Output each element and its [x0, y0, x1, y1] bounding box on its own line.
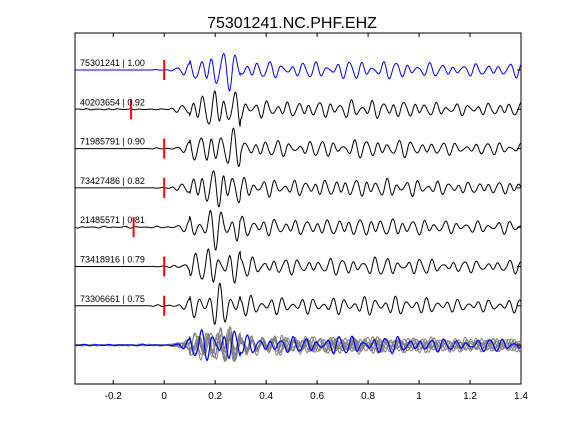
x-tick-label: 0.2	[208, 391, 222, 402]
x-tick-label: 0	[161, 391, 167, 402]
x-tick-label: 1	[416, 391, 422, 402]
trace-waveform	[74, 210, 522, 252]
trace-waveform	[151, 52, 522, 92]
x-tick-label: -0.2	[105, 391, 123, 402]
x-tick-label: 0.4	[259, 391, 273, 402]
trace-label: 73418916 | 0.79	[80, 255, 145, 265]
trace-label: 73427486 | 0.82	[80, 176, 145, 186]
trace-waveform	[151, 282, 522, 326]
x-axis: -0.2 0 0.2 0.4 0.6 0.8 1 1.2 1.4	[105, 33, 528, 402]
trace-label: 73306661 | 0.75	[80, 294, 145, 304]
x-tick-label: 0.6	[310, 391, 324, 402]
trace-label: 40203654 | 0.92	[80, 97, 145, 107]
trace-waveform	[74, 90, 522, 127]
x-tick-label: 1.4	[514, 391, 528, 402]
trace-label: 75301241 | 1.00	[80, 58, 145, 68]
x-tick-label: 0.8	[361, 391, 375, 402]
trace-waveform	[151, 127, 522, 168]
chart-title: 75301241.NC.PHF.EHZ	[207, 15, 377, 32]
trace-waveform	[151, 248, 522, 284]
trace-waveform	[151, 170, 522, 208]
traces-group: 75301241 | 1.00 40203654 | 0.92 71985791 |…	[74, 52, 522, 363]
trace-label: 71985791 | 0.90	[80, 137, 145, 147]
x-tick-label: 1.2	[463, 391, 477, 402]
stack-reference-trace	[74, 328, 522, 362]
plot-frame	[74, 32, 522, 385]
trace-label: 21485571 | 0.81	[80, 215, 145, 225]
